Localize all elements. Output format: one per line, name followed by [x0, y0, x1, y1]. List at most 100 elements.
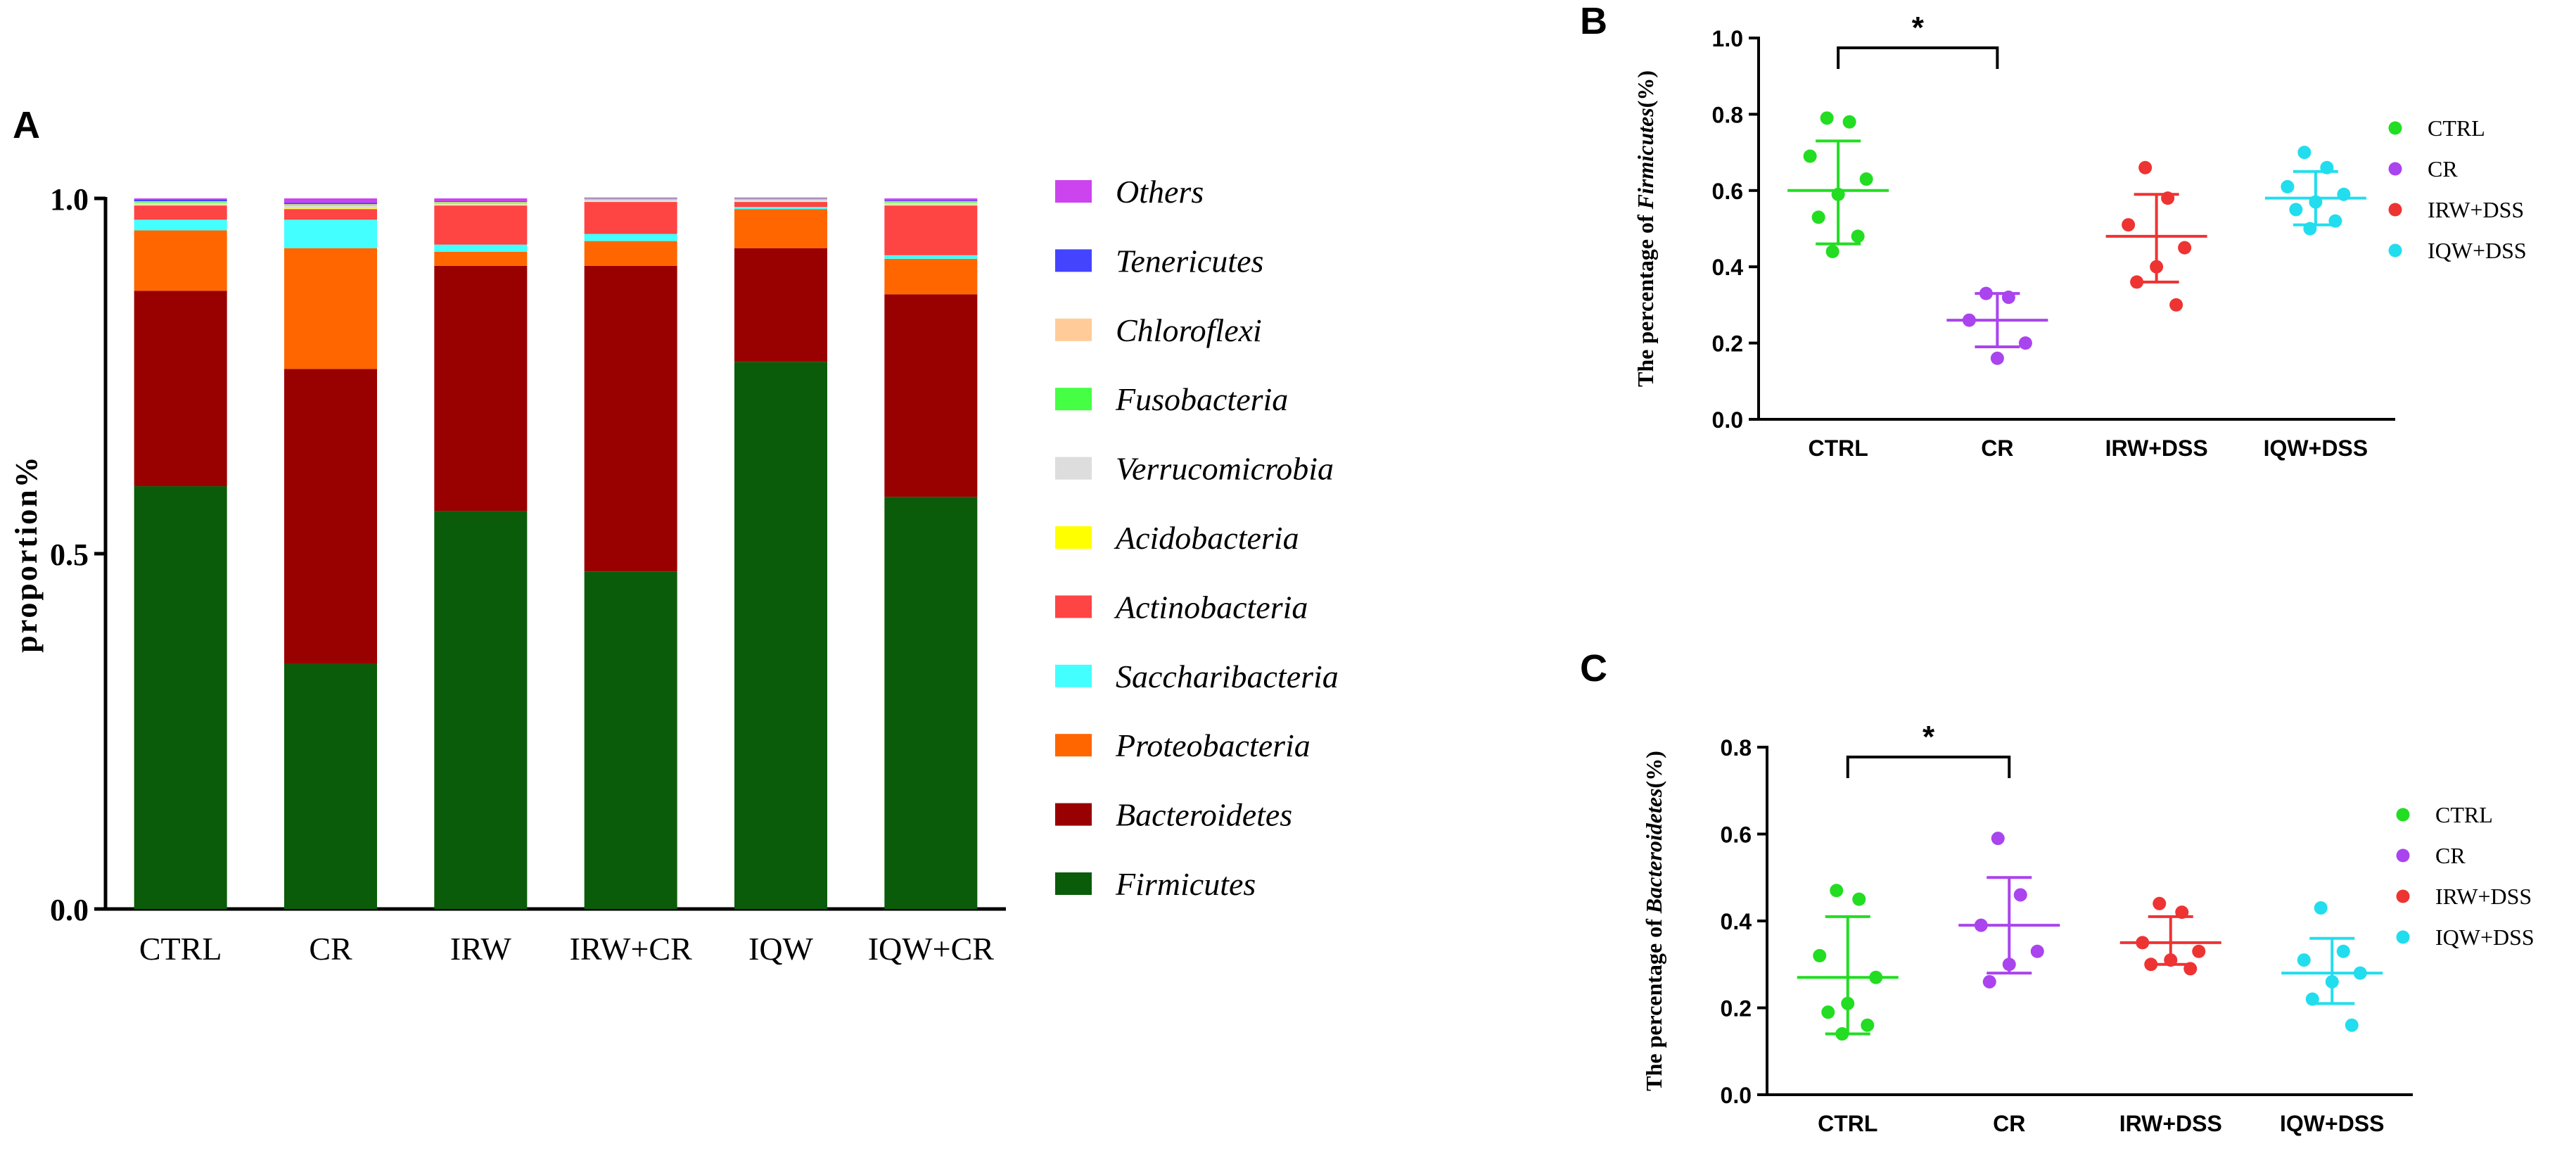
legend-label: Proteobacteria: [1115, 727, 1311, 763]
legend-swatch: [1055, 318, 1092, 341]
bar-segment: [434, 205, 528, 245]
bar-segment: [284, 369, 377, 664]
y-axis-title: The percentage of Bacteroidetes(%): [1641, 751, 1666, 1091]
significance-bracket: [1837, 46, 1999, 69]
bar-segment: [284, 663, 377, 909]
data-point: [2002, 958, 2016, 972]
legend-label: IQW+DSS: [2435, 924, 2534, 950]
legend-label: IRW+DSS: [2428, 197, 2524, 222]
legend-marker: [2388, 203, 2402, 217]
y-tick-label: 1.0: [1712, 26, 1743, 51]
y-tick-label: 0.2: [1712, 331, 1743, 357]
data-point: [1820, 111, 1834, 125]
bar-segment: [134, 230, 227, 291]
data-point: [1962, 313, 1976, 327]
data-point: [2297, 953, 2311, 967]
bar-segment: [134, 201, 227, 203]
bar-segment: [584, 200, 677, 202]
legend-swatch: [1055, 595, 1092, 618]
data-point: [2018, 336, 2032, 350]
bar-segment: [284, 203, 377, 205]
bar-segment: [584, 571, 677, 909]
bar-segment: [284, 205, 377, 209]
firmicutes-scatter-chart: 0.0 0.2 0.4 0.6 0.8 1.0 The percentage of Firm…: [1633, 11, 2527, 461]
legend-label: IRW+DSS: [2435, 884, 2532, 909]
y-tick-label: 0.0: [1721, 1083, 1752, 1108]
legend-marker: [2388, 121, 2402, 135]
y-tick-label: 0.0: [50, 893, 89, 927]
data-point: [1811, 210, 1825, 224]
bar-segment: [584, 265, 677, 572]
data-point: [2150, 260, 2164, 274]
bar-segment: [584, 202, 677, 234]
data-point: [1831, 187, 1845, 201]
data-point: [1869, 970, 1883, 984]
y-tick-label: 0.2: [1721, 996, 1752, 1022]
data-point: [2136, 936, 2150, 950]
legend-marker: [2388, 162, 2402, 176]
legend-marker: [2396, 889, 2410, 903]
data-point: [1851, 229, 1865, 243]
bar-segment: [284, 204, 377, 205]
legend-label: Others: [1116, 174, 1204, 210]
y-axis-title-suffix: (%): [1641, 751, 1666, 788]
data-point: [2164, 953, 2178, 967]
panel-label-c: C: [1580, 647, 1607, 689]
legend-label: IQW+DSS: [2428, 238, 2527, 263]
data-point: [1974, 918, 1988, 932]
bar-segment: [734, 362, 827, 909]
bar-segment: [434, 511, 528, 909]
y-tick-label: 0.4: [1712, 255, 1744, 280]
legend-label: Verrucomicrobia: [1116, 451, 1334, 487]
data-point: [2169, 298, 2183, 312]
x-tick-label: IRW+CR: [570, 931, 693, 967]
legend-swatch: [1055, 180, 1092, 203]
legend-marker: [2396, 930, 2410, 944]
data-point: [1982, 974, 1996, 988]
legend-label: Tenericutes: [1116, 243, 1263, 279]
data-point: [2144, 958, 2158, 972]
data-point: [1813, 948, 1827, 962]
y-tick-label: 0.8: [1721, 735, 1752, 761]
bar-segment: [434, 202, 528, 203]
legend-swatch: [1055, 872, 1092, 895]
bar-segment: [884, 294, 978, 497]
data-point: [1835, 1027, 1849, 1041]
data-point: [1803, 149, 1817, 163]
bar-segment: [734, 248, 827, 362]
data-point: [1830, 884, 1844, 898]
x-tick-label: IRW+DSS: [2119, 1111, 2222, 1136]
data-point: [1825, 245, 1839, 259]
y-tick-label: 0.8: [1712, 102, 1743, 127]
legend-swatch: [1055, 664, 1092, 687]
bar-segment: [734, 209, 827, 248]
data-point: [1841, 996, 1855, 1010]
significance-star: *: [1912, 11, 1925, 45]
bar-segment: [434, 203, 528, 205]
x-tick-label: IQW+CR: [868, 931, 995, 967]
bar-segment: [134, 486, 227, 909]
bar-segment: [734, 199, 827, 201]
data-point: [1852, 892, 1866, 906]
x-tick-label: IQW: [748, 931, 814, 967]
data-point: [2337, 187, 2351, 201]
legend-label: Actinobacteria: [1114, 589, 1308, 625]
bar-segment: [434, 265, 528, 511]
data-point: [2175, 905, 2189, 920]
data-point: [2353, 966, 2367, 980]
legend-marker: [2388, 243, 2402, 257]
data-point: [2001, 291, 2015, 305]
significance-star: *: [1923, 720, 1935, 754]
data-point: [2178, 241, 2192, 255]
bar-segment: [134, 220, 227, 231]
bar-segment: [884, 205, 978, 255]
bar-segment: [584, 198, 677, 200]
bar-segment: [434, 251, 528, 266]
legend-swatch: [1055, 388, 1092, 411]
data-point: [2138, 160, 2153, 174]
data-point: [1979, 286, 1993, 300]
bar-segment: [734, 201, 827, 203]
data-point: [1991, 832, 2005, 846]
bacteroidetes-scatter-chart: 0.0 0.2 0.4 0.6 0.8 The percentage of Bactero…: [1641, 720, 2534, 1136]
